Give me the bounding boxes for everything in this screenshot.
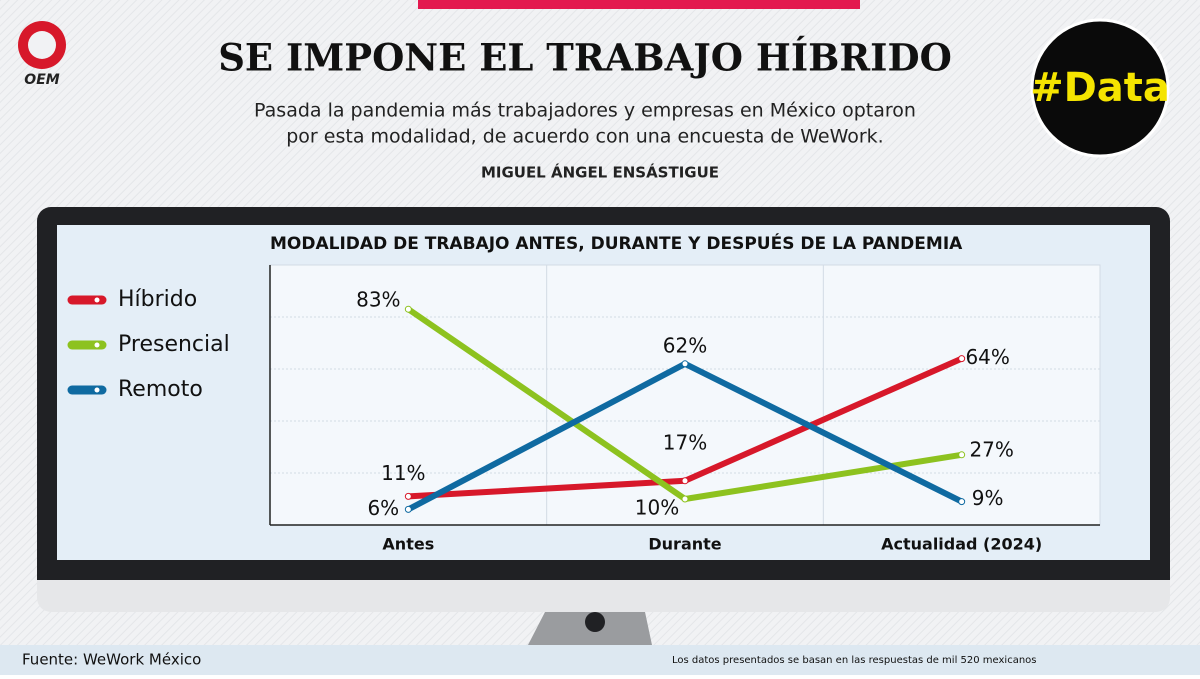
legend-label: Remoto: [118, 377, 203, 402]
logo-text: OEM: [24, 72, 59, 88]
point: [681, 477, 689, 485]
point: [681, 360, 689, 368]
subtitle: por esta modalidad, de acuerdo con una e…: [286, 126, 883, 148]
point: [404, 305, 412, 313]
value-label: 64%: [965, 345, 1009, 369]
subtitle: Pasada la pandemia más trabajadores y em…: [254, 100, 916, 122]
title: SE IMPONE EL TRABAJO HÍBRIDO: [218, 36, 952, 80]
x-tick-label: Actualidad (2024): [881, 535, 1042, 554]
value-label: 10%: [635, 496, 679, 520]
logo-inner: [28, 31, 56, 59]
value-label: 27%: [969, 437, 1013, 461]
badge: [1030, 18, 1170, 158]
legend-label: Presencial: [118, 332, 230, 357]
top-bar: [418, 0, 860, 9]
legend-dot: [94, 297, 100, 303]
point: [958, 498, 966, 506]
point: [404, 505, 412, 513]
footer-bar: [0, 645, 1200, 675]
legend-dot: [94, 387, 100, 393]
chart-title: MODALIDAD DE TRABAJO ANTES, DURANTE Y DE…: [270, 232, 963, 254]
chart: Antes Durante Actualidad (2024) 11% 17% 64% Hí…: [67, 264, 1101, 554]
x-tick-label: Antes: [382, 535, 434, 554]
value-label: 11%: [381, 461, 425, 485]
value-label: 17%: [663, 430, 707, 454]
value-label: 83%: [356, 288, 400, 312]
badge-text: #Data: [1030, 65, 1170, 111]
monitor-button: [585, 612, 605, 632]
point: [958, 355, 966, 363]
source: Fuente: WeWork México: [22, 651, 201, 669]
value-label: 6%: [367, 496, 399, 520]
value-label: 9%: [972, 486, 1004, 510]
legend-dot: [94, 342, 100, 348]
note: Los datos presentados se basan en las re…: [672, 655, 1037, 666]
x-tick-label: Durante: [648, 535, 721, 554]
author: MIGUEL ÁNGEL ENSÁSTIGUE: [481, 163, 719, 182]
legend-label: Híbrido: [118, 287, 197, 312]
value-label: 62%: [663, 333, 707, 357]
point: [681, 495, 689, 503]
point: [958, 451, 966, 459]
point: [404, 492, 412, 500]
